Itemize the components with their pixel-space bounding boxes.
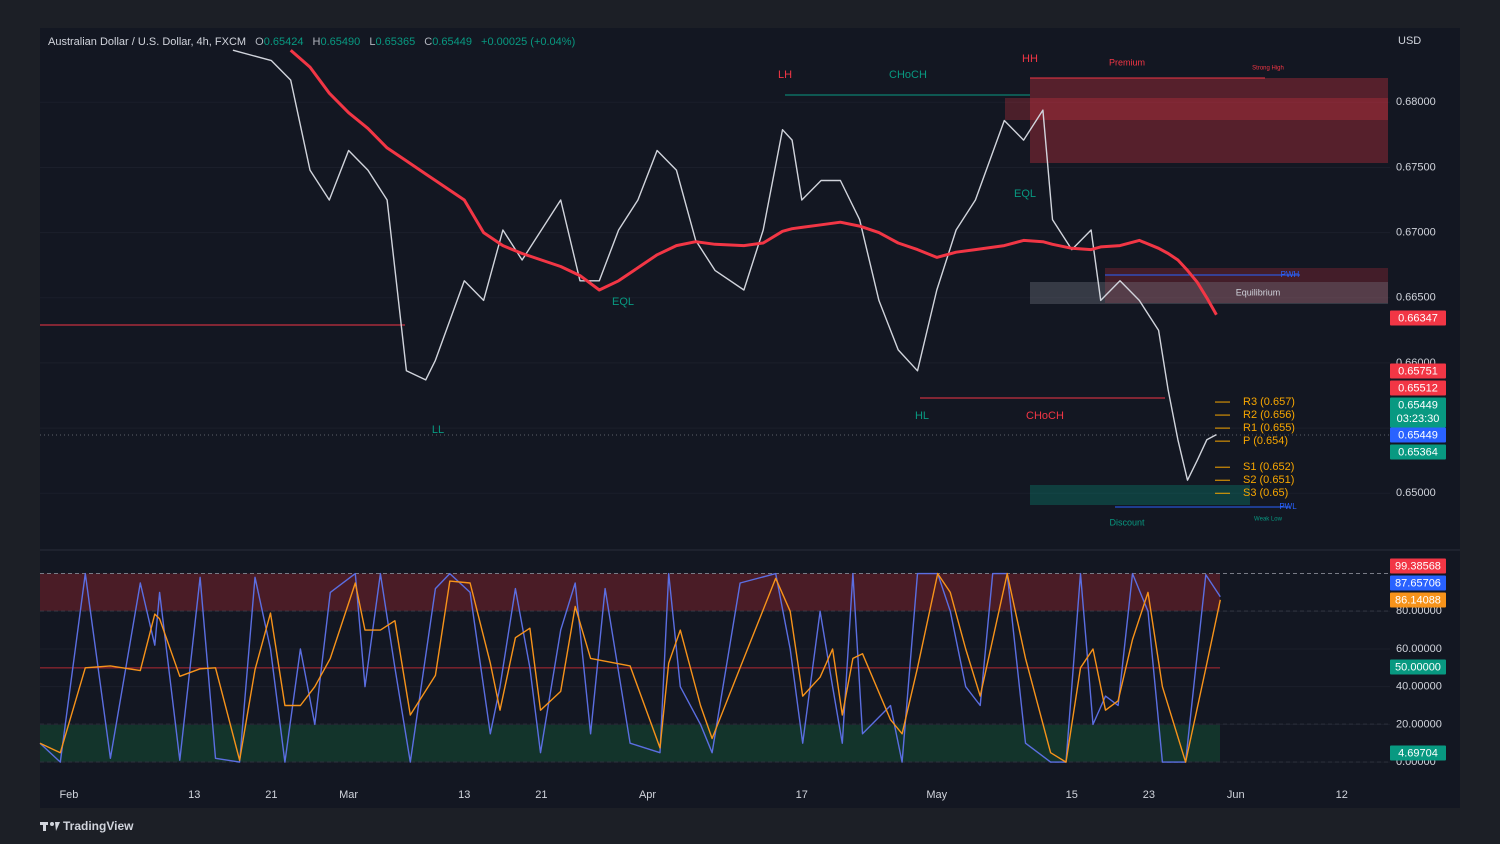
annotation: Premium <box>1109 57 1145 67</box>
y-tick-label: 0.65000 <box>1396 487 1436 499</box>
x-tick-label: Feb <box>59 789 78 801</box>
annotation: LL <box>432 424 444 436</box>
brand: TradingView <box>63 819 134 833</box>
x-tick-label: 12 <box>1336 789 1348 801</box>
series-line <box>39 572 1221 763</box>
price-label-bg <box>1390 427 1446 443</box>
price-label: 0.66347 <box>1398 312 1438 324</box>
pivot-label: R1 (0.655) <box>1243 422 1295 434</box>
price-label: 0.65512 <box>1398 382 1438 394</box>
annotation: EQL <box>1014 188 1036 200</box>
price-label: 4.69704 <box>1398 747 1438 759</box>
price-label: 0.65449 <box>1398 429 1438 441</box>
ohlc-value: 0.65365 <box>375 36 415 48</box>
price-label-bg <box>1390 745 1446 761</box>
pivot-label: S3 (0.65) <box>1243 487 1288 499</box>
symbol-title: Australian Dollar / U.S. Dollar, 4h, FXC… <box>48 36 246 48</box>
pivot-label: S1 (0.652) <box>1243 461 1294 473</box>
x-tick-label: 23 <box>1143 789 1155 801</box>
annotation: HL <box>915 410 929 422</box>
panel <box>40 28 1460 808</box>
price-label-bg <box>1390 659 1446 675</box>
price-label: 50.00000 <box>1395 661 1441 673</box>
x-tick-label: 21 <box>535 789 547 801</box>
x-tick-label: Apr <box>639 789 656 801</box>
ohlc-label: O <box>255 36 264 48</box>
pivot-label: S2 (0.651) <box>1243 474 1294 486</box>
ohlc-label: C <box>424 36 432 48</box>
series-line <box>289 49 1218 316</box>
y-tick-label: 0.67500 <box>1396 161 1436 173</box>
logo <box>40 822 60 831</box>
pivot-label: P (0.654) <box>1243 435 1288 447</box>
price-label: 0.65449 <box>1398 399 1438 411</box>
price-label-bg <box>1390 363 1446 379</box>
ohlc-label: H <box>313 36 321 48</box>
annotation: Strong High <box>1252 66 1284 72</box>
price-label: 99.38568 <box>1395 560 1441 572</box>
y-tick-label: 0.66500 <box>1396 292 1436 304</box>
x-tick-label: 21 <box>265 789 277 801</box>
currency: USD <box>1398 35 1421 47</box>
x-tick-label: 15 <box>1066 789 1078 801</box>
ohlc-label: L <box>369 36 375 48</box>
price-label-bg <box>1390 397 1446 428</box>
price-label-bg <box>1390 380 1446 396</box>
price-label-bg <box>1390 575 1446 591</box>
annotation: CHoCH <box>1026 410 1064 422</box>
annotation: LH <box>778 69 792 81</box>
annotation: PWL <box>1279 502 1297 511</box>
annotation: PWH <box>1281 270 1300 279</box>
price-label-bg <box>1390 592 1446 608</box>
annotation: Discount <box>1109 517 1145 527</box>
annotation: EQL <box>612 296 634 308</box>
y-tick-label: 60.00000 <box>1396 643 1442 655</box>
x-tick-label: Jun <box>1227 789 1245 801</box>
ohlc-value: 0.65490 <box>320 36 360 48</box>
y-tick-label: 80.00000 <box>1396 605 1442 617</box>
y-tick-label: 0.67000 <box>1396 227 1436 239</box>
countdown: 03:23:30 <box>1397 413 1440 425</box>
ohlc-value: 0.65424 <box>264 36 304 48</box>
y-tick-label: 0.68000 <box>1396 96 1436 108</box>
x-tick-label: Mar <box>339 789 358 801</box>
zone-band <box>40 573 1220 612</box>
price-label-bg <box>1390 558 1446 574</box>
header: Australian Dollar / U.S. Dollar, 4h, FXC… <box>48 36 575 48</box>
price-label: 87.65706 <box>1395 577 1441 589</box>
price-label-bg <box>1390 310 1446 326</box>
price-label: 0.65364 <box>1398 446 1438 458</box>
pivot-label: R3 (0.657) <box>1243 396 1295 408</box>
price-label-bg <box>1390 444 1446 460</box>
zone <box>1030 78 1388 163</box>
zone <box>1030 282 1388 304</box>
price-label: 0.65751 <box>1398 365 1438 377</box>
ohlc-value: 0.65449 <box>432 36 472 48</box>
annotation: Weak Low <box>1254 517 1283 523</box>
y-tick-label: 20.00000 <box>1396 718 1442 730</box>
y-tick-label: 40.00000 <box>1396 681 1442 693</box>
change: +0.00025 (+0.04%) <box>481 36 575 48</box>
x-tick-label: May <box>926 789 947 801</box>
zone <box>1005 98 1388 120</box>
x-tick-label: 17 <box>796 789 808 801</box>
pivot-label: R2 (0.656) <box>1243 409 1295 421</box>
x-tick-label: 13 <box>188 789 200 801</box>
annotation: HH <box>1022 53 1038 65</box>
series-line <box>39 572 1221 763</box>
series-line <box>232 49 1217 481</box>
price-label: 86.14088 <box>1395 594 1441 606</box>
annotation: Equilibrium <box>1236 287 1281 297</box>
zone <box>1030 485 1250 505</box>
annotation: CHoCH <box>889 69 927 81</box>
zone <box>1105 268 1388 303</box>
x-tick-label: 13 <box>458 789 470 801</box>
